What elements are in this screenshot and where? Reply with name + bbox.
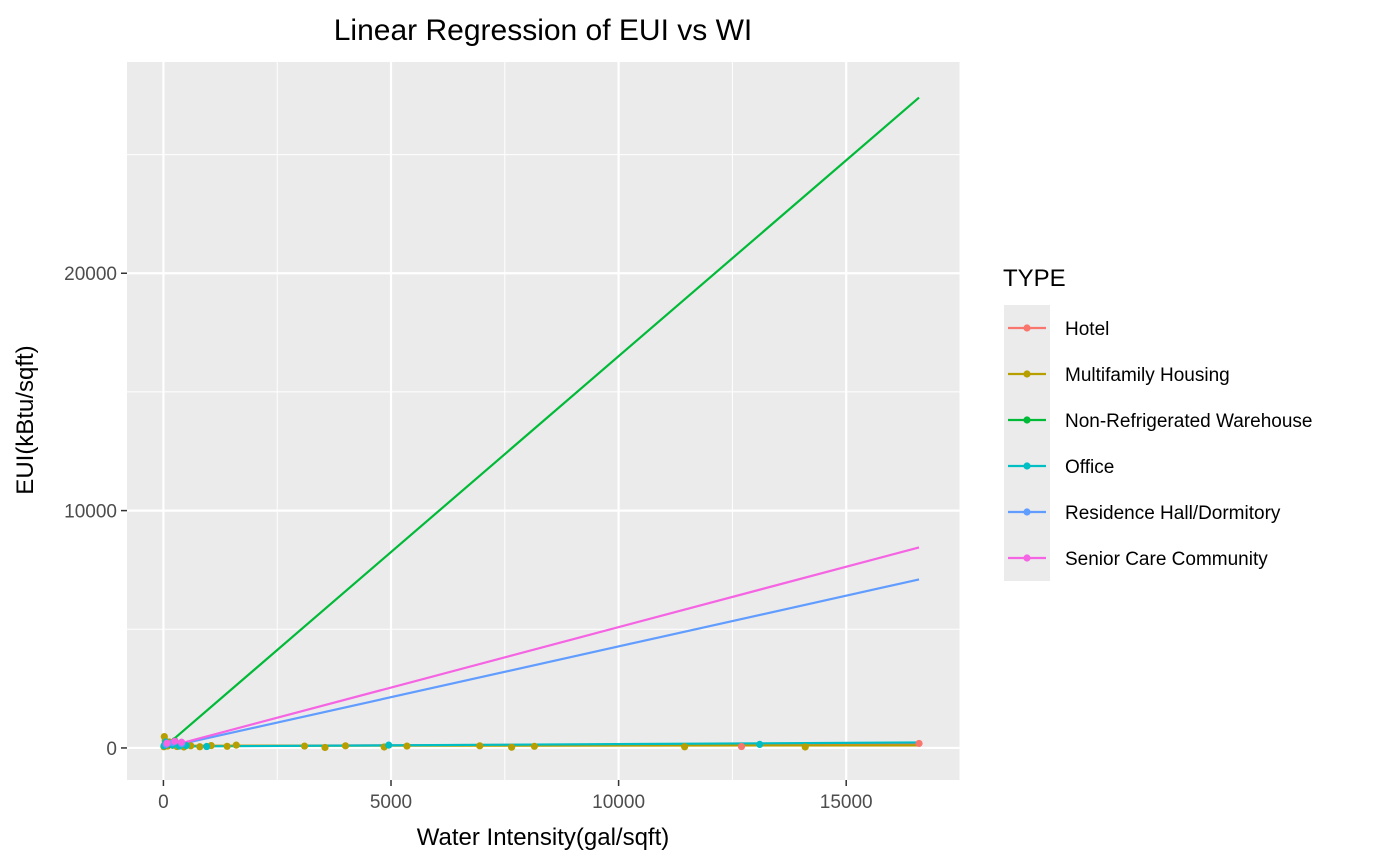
grid-major <box>127 62 960 780</box>
data-point <box>915 739 923 748</box>
legend: TYPE Hotel Multifamily Housing Non-Refrige… <box>1003 265 1312 581</box>
y-axis: 0 10000 20000 <box>64 264 127 760</box>
data-point <box>681 743 689 751</box>
y-axis-title: EUI(kBtu/sqft) <box>12 345 39 494</box>
x-axis: 0 5000 10000 15000 <box>158 780 873 813</box>
legend-point <box>1023 416 1031 424</box>
legend-point <box>1023 508 1031 516</box>
y-tick-label: 20000 <box>64 264 117 285</box>
data-point <box>385 741 393 749</box>
data-point <box>403 742 411 750</box>
data-point <box>508 743 516 751</box>
data-point <box>737 742 746 751</box>
data-point <box>203 742 211 751</box>
data-point <box>476 742 484 750</box>
x-axis-title: Water Intensity(gal/sqft) <box>417 824 670 851</box>
legend-key <box>1004 535 1050 581</box>
data-point <box>196 743 204 751</box>
legend-title: TYPE <box>1003 265 1066 292</box>
x-tick-label: 0 <box>158 792 169 813</box>
regression-lines <box>162 96 920 750</box>
data-point <box>341 742 350 750</box>
regression-line <box>163 546 920 750</box>
data-point <box>178 738 186 746</box>
data-point <box>321 743 329 752</box>
data-point <box>232 741 240 749</box>
legend-point <box>1023 370 1031 378</box>
data-point <box>300 742 309 750</box>
legend-key <box>1004 351 1050 397</box>
legend-label: Senior Care Community <box>1065 549 1268 570</box>
legend-key <box>1004 489 1050 535</box>
data-point <box>530 742 538 750</box>
legend-point <box>1023 462 1031 470</box>
x-tick-label: 15000 <box>820 792 873 813</box>
legend-label: Hotel <box>1065 319 1109 340</box>
grid-minor <box>127 62 961 780</box>
legend-key <box>1004 305 1050 351</box>
data-point <box>171 737 179 745</box>
legend-label: Multifamily Housing <box>1065 365 1230 386</box>
legend-key <box>1004 443 1050 489</box>
legend-label: Office <box>1065 457 1114 478</box>
data-points <box>160 732 923 752</box>
chart-title: Linear Regression of EUI vs WI <box>334 14 753 47</box>
y-tick-label: 0 <box>106 739 117 760</box>
data-point <box>756 740 764 748</box>
data-point <box>163 739 171 747</box>
regression-line <box>162 96 920 749</box>
x-tick-label: 5000 <box>370 792 412 813</box>
legend-point <box>1023 324 1031 332</box>
regression-line <box>163 741 920 748</box>
legend-label: Residence Hall/Dormitory <box>1065 503 1281 524</box>
legend-label: Non-Refrigerated Warehouse <box>1065 411 1312 432</box>
legend-point <box>1023 554 1031 562</box>
data-point <box>223 742 231 750</box>
legend-key <box>1004 397 1050 443</box>
y-tick-label: 10000 <box>64 502 117 523</box>
data-point <box>801 743 809 751</box>
x-tick-label: 10000 <box>592 792 645 813</box>
regression-line <box>163 578 920 750</box>
